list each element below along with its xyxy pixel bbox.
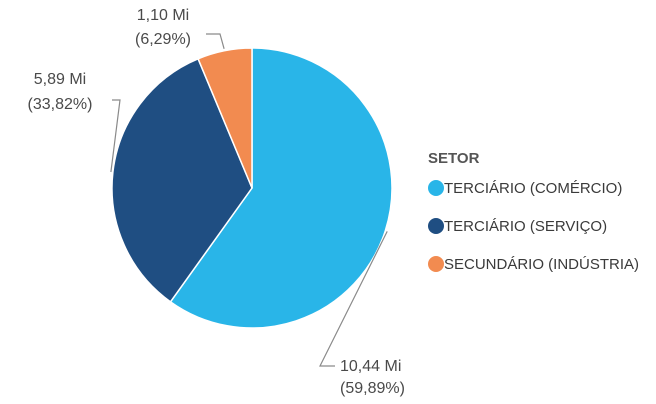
legend-marker-terciario-comercio [428, 180, 444, 196]
leader-lines [110, 33, 388, 367]
pie-slices [111, 47, 393, 329]
leader-line-secundario-industria [206, 33, 225, 49]
legend-title: SETOR [428, 150, 480, 167]
legend: SETOR TERCIÁRIO (COMÉRCIO) TERCIÁRIO (SER… [428, 150, 639, 273]
leader-line-terciario-servico [110, 99, 121, 173]
value-label-secundario-industria: 1,10 Mi [137, 7, 189, 24]
percent-label-secundario-industria: (6,29%) [135, 31, 191, 48]
legend-label-terciario-servico: TERCIÁRIO (SERVIÇO) [444, 218, 607, 235]
legend-label-secundario-industria: SECUNDÁRIO (INDÚSTRIA) [444, 256, 639, 273]
percent-label-terciario-servico: (33,82%) [28, 96, 93, 113]
legend-marker-terciario-servico [428, 218, 444, 234]
pie-slice-terciario-servico [111, 57, 253, 303]
pie-slice-secundario-industria [197, 47, 253, 189]
legend-marker-secundario-industria [428, 256, 444, 272]
leader-line-terciario-comercio [319, 231, 388, 367]
percent-label-terciario-comercio: (59,89%) [340, 380, 405, 397]
legend-label-terciario-comercio: TERCIÁRIO (COMÉRCIO) [444, 180, 622, 197]
pie-slice-terciario-comercio [169, 47, 393, 329]
value-label-terciario-comercio: 10,44 Mi [340, 358, 401, 375]
value-label-terciario-servico: 5,89 Mi [34, 71, 86, 88]
data-labels: 10,44 Mi (59,89%) 5,89 Mi (33,82%) 1,10 Mi (6… [28, 7, 405, 397]
